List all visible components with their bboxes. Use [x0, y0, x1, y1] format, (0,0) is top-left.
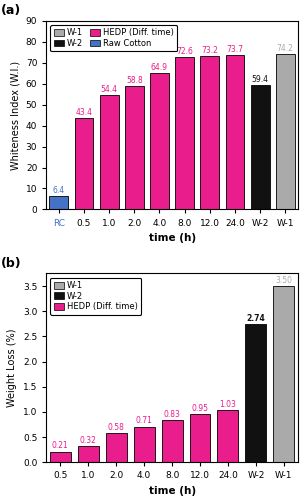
- Bar: [50, 452, 71, 462]
- Text: 6.4: 6.4: [53, 186, 65, 195]
- Text: (b): (b): [1, 256, 22, 270]
- Y-axis label: Weight Loss (%): Weight Loss (%): [7, 328, 17, 407]
- Bar: [200, 56, 219, 210]
- Bar: [217, 410, 239, 462]
- Bar: [190, 414, 210, 462]
- Text: 73.2: 73.2: [201, 46, 218, 55]
- Text: 64.9: 64.9: [151, 64, 168, 72]
- Text: 0.95: 0.95: [191, 404, 208, 413]
- Bar: [175, 57, 194, 210]
- Text: 0.71: 0.71: [136, 416, 153, 425]
- Y-axis label: Whiteness Index (W.I.): Whiteness Index (W.I.): [10, 60, 20, 170]
- Text: (a): (a): [1, 4, 21, 17]
- Bar: [226, 55, 244, 210]
- Text: 43.4: 43.4: [76, 108, 92, 118]
- Bar: [78, 446, 99, 462]
- Text: 1.03: 1.03: [220, 400, 236, 409]
- Text: 3.50: 3.50: [275, 276, 292, 285]
- X-axis label: time (h): time (h): [149, 233, 196, 243]
- X-axis label: time (h): time (h): [149, 486, 196, 496]
- Text: 0.21: 0.21: [52, 442, 69, 450]
- Text: 0.32: 0.32: [80, 436, 97, 445]
- Legend: W-1, W-2, HEDP (Diff. time): W-1, W-2, HEDP (Diff. time): [50, 278, 141, 314]
- Bar: [125, 86, 144, 210]
- Bar: [162, 420, 182, 462]
- Text: 58.8: 58.8: [126, 76, 143, 85]
- Bar: [75, 118, 93, 210]
- Bar: [106, 433, 127, 462]
- Text: 74.2: 74.2: [277, 44, 294, 53]
- Text: 54.4: 54.4: [101, 86, 118, 94]
- Text: 0.83: 0.83: [164, 410, 181, 419]
- Text: 2.74: 2.74: [246, 314, 265, 323]
- Text: 59.4: 59.4: [252, 75, 268, 84]
- Bar: [150, 74, 169, 210]
- Text: 73.7: 73.7: [226, 45, 243, 54]
- Bar: [246, 324, 266, 462]
- Bar: [50, 196, 68, 209]
- Bar: [273, 286, 294, 462]
- Bar: [251, 85, 270, 210]
- Text: 0.58: 0.58: [108, 423, 125, 432]
- Bar: [100, 96, 119, 210]
- Legend: W-1, W-2, HEDP (Diff. time), Raw Cotton: W-1, W-2, HEDP (Diff. time), Raw Cotton: [50, 25, 178, 51]
- Bar: [276, 54, 295, 210]
- Text: 72.6: 72.6: [176, 47, 193, 56]
- Bar: [134, 426, 155, 462]
